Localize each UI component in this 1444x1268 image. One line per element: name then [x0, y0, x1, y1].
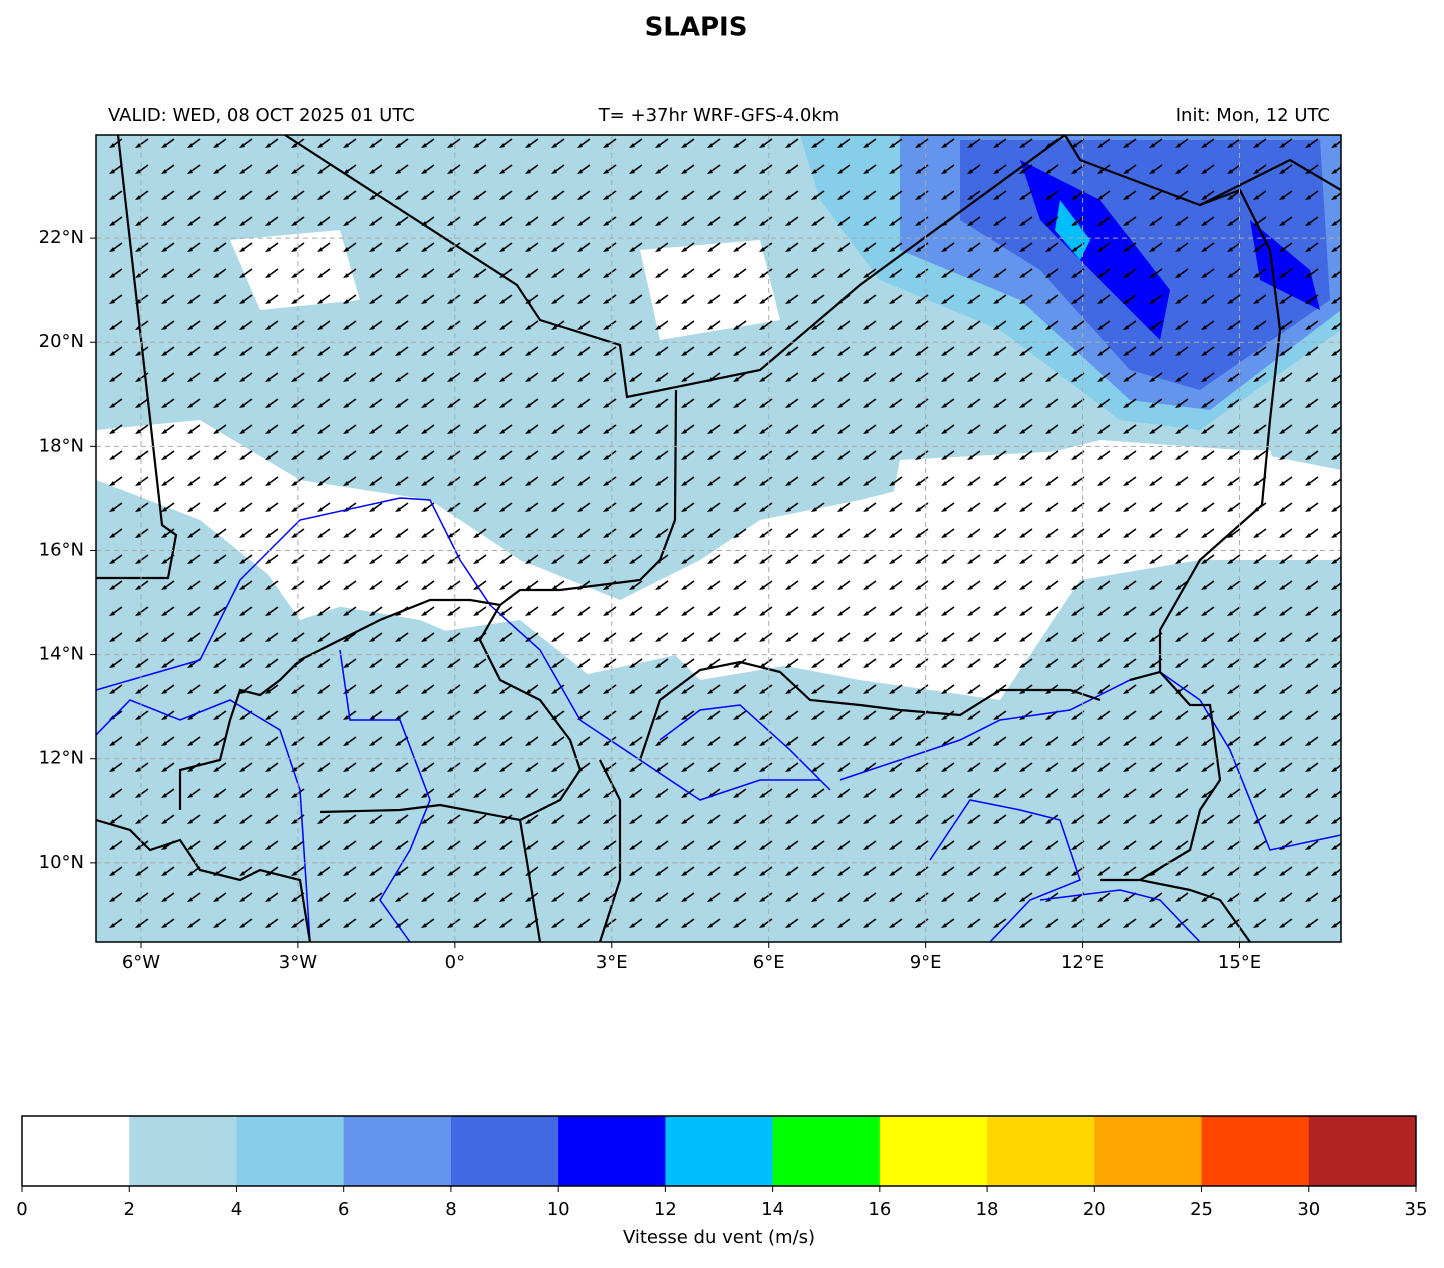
colorbar-tick-label: 6	[338, 1199, 349, 1220]
borders	[96, 135, 1341, 942]
x-tick-label: 0°	[445, 952, 465, 973]
colorbar-segment	[665, 1116, 774, 1186]
colorbar-tick-label: 20	[1083, 1199, 1106, 1220]
colorbar-tick-label: 35	[1405, 1199, 1428, 1220]
x-tick-label: 9°E	[910, 952, 942, 973]
colorbar-label: Vitesse du vent (m/s)	[623, 1227, 815, 1248]
colorbar-tick-label: 8	[445, 1199, 456, 1220]
x-tick-label: 6°W	[122, 952, 160, 973]
x-tick-label: 3°W	[279, 952, 317, 973]
y-tick-label: 18°N	[39, 435, 84, 456]
colorbar-segment	[450, 1116, 559, 1186]
colorbar-tick-label: 4	[231, 1199, 242, 1220]
colorbar-segment	[772, 1116, 881, 1186]
subtitle-left: VALID: WED, 08 OCT 2025 01 UTC	[108, 105, 415, 126]
colorbar-segment	[987, 1116, 1095, 1186]
colorbar-tick-label: 10	[547, 1199, 570, 1220]
colorbar-segment	[558, 1116, 666, 1186]
x-tick-label: 15°E	[1218, 952, 1261, 973]
colorbar-segment	[1308, 1116, 1417, 1186]
axes: 6°W 3°W 0° 3°E 6°E 9°E 12°E 15°E 10°N 12°N 14°N 16°…	[39, 135, 1341, 973]
y-tick-label: 20°N	[39, 331, 84, 352]
y-tick-label: 12°N	[39, 748, 84, 769]
x-tick-label: 6°E	[753, 952, 785, 973]
colorbar-tick-label: 25	[1190, 1199, 1213, 1220]
colorbar-segment	[879, 1116, 988, 1186]
rivers	[96, 497, 1341, 942]
colorbar-segment	[129, 1116, 237, 1186]
wind-arrows	[96, 135, 1341, 942]
colorbar-segment	[22, 1116, 130, 1186]
y-tick-label: 22°N	[39, 227, 84, 248]
y-tick-label: 10°N	[39, 852, 84, 873]
colorbar-tick-label: 16	[868, 1199, 891, 1220]
y-tick-label: 14°N	[39, 644, 84, 665]
subtitle-center: T= +37hr WRF-GFS-4.0km	[598, 105, 840, 126]
title: SLAPIS	[645, 13, 748, 43]
colorbar-frame	[21, 1115, 1417, 1187]
y-tick-label: 16°N	[39, 539, 84, 560]
map-field	[96, 135, 1341, 942]
colorbar: 0 2 4 6 8 10 12 14 16 18 20 25 30 35	[16, 1115, 1428, 1220]
map-frame	[95, 134, 1342, 943]
colorbar-tick-label: 18	[976, 1199, 999, 1220]
colorbar-segment	[343, 1116, 452, 1186]
colorbar-tick-label: 14	[761, 1199, 784, 1220]
x-tick-label: 3°E	[596, 952, 628, 973]
colorbar-segment	[1094, 1116, 1203, 1186]
subtitle-right: Init: Mon, 12 UTC	[1176, 105, 1330, 126]
colorbar-tick-label: 12	[654, 1199, 677, 1220]
x-tick-label: 12°E	[1061, 952, 1104, 973]
colorbar-tick-label: 0	[16, 1199, 27, 1220]
colorbar-tick-label: 2	[124, 1199, 135, 1220]
colorbar-tick-label: 30	[1297, 1199, 1320, 1220]
colorbar-segment	[236, 1116, 345, 1186]
colorbar-segment	[1201, 1116, 1310, 1186]
